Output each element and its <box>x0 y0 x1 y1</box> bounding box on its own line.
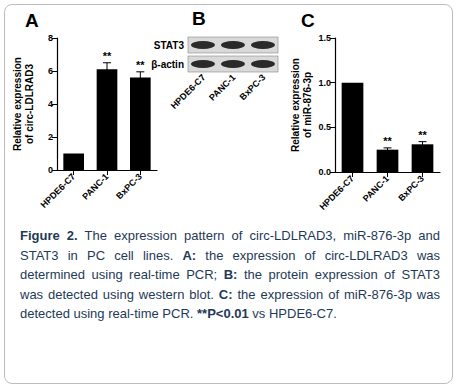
svg-text:of miR-876-3p: of miR-876-3p <box>302 72 313 138</box>
svg-text:HPDE6-C7: HPDE6-C7 <box>318 173 356 211</box>
svg-text:8: 8 <box>48 33 53 43</box>
svg-text:PANC-1: PANC-1 <box>361 173 391 203</box>
svg-text:4: 4 <box>48 99 53 109</box>
svg-text:BxPC-3: BxPC-3 <box>114 171 144 201</box>
svg-text:C: C <box>301 10 315 31</box>
html-text:Figure 2. The expression patte: Figure 2. The expression pattern of circ… <box>20 228 440 321</box>
svg-text:of circ-LDLRAD3: of circ-LDLRAD3 <box>24 64 35 144</box>
svg-text:2: 2 <box>48 132 53 142</box>
svg-text:**: ** <box>136 59 145 71</box>
svg-text:BxPC-3: BxPC-3 <box>396 173 426 203</box>
svg-text:PANC-1: PANC-1 <box>207 72 237 102</box>
svg-text:**: ** <box>103 50 112 62</box>
svg-text:PANC-1: PANC-1 <box>80 171 110 201</box>
svg-text:Relative expression: Relative expression <box>290 58 301 152</box>
svg-text:6: 6 <box>48 66 53 76</box>
svg-text:Relative expression: Relative expression <box>12 57 23 151</box>
svg-text:**: ** <box>383 135 392 147</box>
svg-text:β-actin: β-actin <box>151 59 184 70</box>
svg-text:0: 0 <box>48 165 53 175</box>
svg-text:1.0: 1.0 <box>318 78 331 88</box>
svg-text:0.0: 0.0 <box>318 167 331 177</box>
svg-text:A: A <box>25 10 39 31</box>
svg-text:HPDE6-C7: HPDE6-C7 <box>169 72 208 111</box>
svg-text:1.5: 1.5 <box>318 33 331 43</box>
svg-text:BxPC-3: BxPC-3 <box>238 72 268 102</box>
svg-text:**: ** <box>418 129 427 141</box>
svg-text:HPDE6-C7: HPDE6-C7 <box>39 171 77 209</box>
svg-text:0.5: 0.5 <box>318 122 331 132</box>
svg-text:STAT3: STAT3 <box>154 40 185 51</box>
svg-text:B: B <box>192 8 206 29</box>
